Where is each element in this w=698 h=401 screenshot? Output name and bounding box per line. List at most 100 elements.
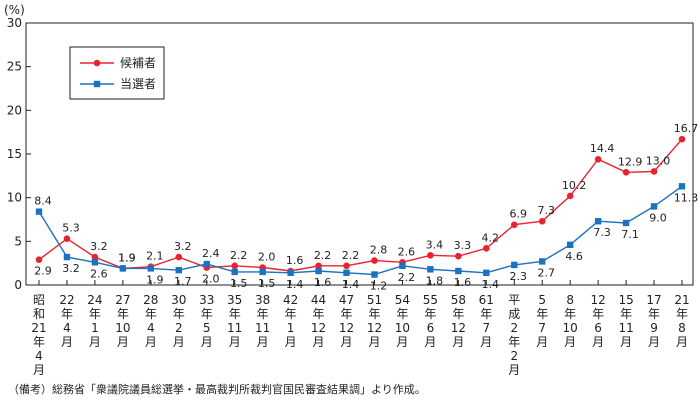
- data-point: [566, 241, 574, 249]
- x-tick-label: 61 年 7 月: [479, 293, 494, 349]
- data-point: [650, 203, 658, 210]
- legend-marker: [93, 59, 101, 67]
- data-label: 7.3: [593, 226, 611, 239]
- data-point: [371, 271, 378, 278]
- data-label: 2.2: [314, 249, 332, 262]
- data-label: 6.9: [510, 208, 528, 221]
- y-tick-label: 30: [7, 16, 22, 30]
- x-tick-label: 28 年 4 月: [143, 293, 158, 349]
- legend-label: 当選者: [120, 77, 156, 91]
- data-point: [63, 235, 71, 243]
- footnote: （備考）総務省「衆議院議員総選挙・最高裁判所裁判官国民審査結果調」より作成。: [8, 383, 426, 396]
- x-tick-label: 24 年 1 月: [87, 293, 102, 349]
- x-tick-label: 47 年 12 月: [339, 293, 354, 349]
- data-point: [231, 268, 238, 276]
- data-label: 1.9: [146, 273, 164, 286]
- data-point: [175, 253, 183, 261]
- data-label: 1.8: [426, 274, 444, 287]
- data-label: 7.1: [621, 228, 639, 241]
- data-label: 2.6: [398, 245, 416, 258]
- x-tick-label: 55 年 6 月: [423, 293, 438, 349]
- data-point: [483, 269, 490, 276]
- data-label: 2.2: [398, 271, 416, 284]
- x-tick-label: 44 年 12 月: [311, 293, 326, 349]
- data-point: [566, 192, 574, 200]
- data-label: 2.1: [146, 250, 164, 263]
- data-label: 2.0: [202, 273, 220, 286]
- data-point: [91, 259, 99, 266]
- data-label: 1.5: [230, 277, 248, 290]
- x-tick-label: 昭和 21 年 4 月: [31, 293, 46, 377]
- legend-marker: [93, 80, 101, 88]
- data-point: [315, 262, 322, 270]
- data-label: 4.6: [565, 250, 583, 263]
- data-point: [147, 265, 155, 272]
- data-label: 7.3: [537, 204, 555, 217]
- data-point: [427, 266, 434, 273]
- x-tick-label: 35 年 11 月: [227, 293, 242, 349]
- data-point: [455, 252, 462, 260]
- data-point: [119, 265, 127, 272]
- axes: 0 5 10 15 20 25 30(%) 昭和 21 年 4 月 22 年 4 月 24 年 1 月 27 年 10 月 28…: [4, 3, 694, 377]
- data-label: 12.9: [618, 155, 643, 168]
- data-point: [343, 262, 350, 270]
- legend-label: 候補者: [120, 56, 156, 70]
- y-tick-label: 0: [14, 278, 22, 292]
- data-label: 2.9: [34, 265, 52, 278]
- data-label: 3.2: [174, 240, 192, 253]
- data-point: [343, 269, 350, 276]
- data-label: 2.0: [258, 251, 276, 264]
- x-tick-label: 38 年 11 月: [255, 293, 270, 349]
- data-point: [455, 267, 462, 275]
- x-tick-label: 33 年 5 月: [199, 293, 214, 349]
- y-tick-label: 15: [7, 147, 22, 161]
- data-point: [399, 262, 406, 269]
- data-label: 3.3: [454, 239, 472, 252]
- series-line: [38, 138, 683, 272]
- data-label: 1.7: [174, 275, 192, 288]
- data-label: 10.2: [562, 179, 587, 192]
- series-line: [38, 185, 683, 276]
- data-point: [91, 253, 99, 261]
- y-tick-label: 25: [7, 60, 22, 74]
- data-label: 3.2: [62, 262, 80, 275]
- series-layer: [35, 135, 686, 278]
- x-tick-label: 54 年 10 月: [395, 293, 410, 349]
- x-tick-label: 42 年 1 月: [283, 293, 298, 349]
- data-label: 1.9: [118, 251, 136, 264]
- x-tick-label: 平成 2 年 2 月: [508, 293, 520, 377]
- data-label: 11.3: [674, 191, 698, 204]
- data-label: 2.6: [90, 267, 108, 280]
- data-label: 2.2: [230, 249, 248, 262]
- data-point: [650, 168, 658, 175]
- data-label: 1.9: [118, 251, 136, 264]
- data-point: [63, 253, 71, 261]
- data-label: 1.6: [454, 276, 472, 289]
- x-tick-label: 12 年 6 月: [590, 293, 605, 349]
- data-label: 1.2: [370, 280, 388, 293]
- data-point: [678, 183, 686, 190]
- data-point: [35, 256, 43, 263]
- x-tick-label: 51 年 12 月: [367, 293, 382, 349]
- data-point: [203, 260, 210, 268]
- y-tick-label: 20: [7, 103, 22, 117]
- x-tick-label: 21 年 8 月: [674, 293, 689, 349]
- x-tick-label: 58 年 12 月: [451, 293, 466, 349]
- data-point: [622, 169, 630, 176]
- data-labels: 2.9 5.3 3.2 1.9 2.1 3.2 2.0 2.2 2.0 1.6 2.2 2.2 2.8 2…: [34, 122, 698, 292]
- y-tick-label: 10: [7, 191, 22, 205]
- data-point: [371, 257, 378, 264]
- data-label: 2.3: [510, 270, 528, 283]
- data-label: 1.5: [258, 277, 276, 290]
- legend-box: [69, 46, 165, 100]
- data-label: 2.7: [537, 266, 555, 279]
- data-label: 2.4: [202, 247, 220, 260]
- data-point: [175, 266, 182, 274]
- data-point: [483, 245, 490, 252]
- data-label: 8.4: [34, 195, 52, 208]
- y-unit-label: (%): [4, 3, 25, 17]
- data-label: 5.3: [62, 222, 80, 235]
- data-label: 2.2: [342, 249, 360, 262]
- x-tick-label: 15 年 11 月: [618, 293, 633, 349]
